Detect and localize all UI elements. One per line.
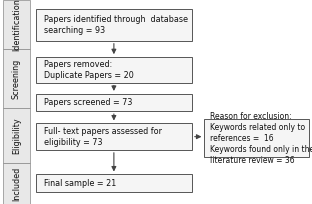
- Text: Papers screened = 73: Papers screened = 73: [44, 98, 132, 107]
- Bar: [3, 0, 30, 49]
- Bar: [36, 94, 192, 111]
- Text: Papers removed:
Duplicate Papers = 20: Papers removed: Duplicate Papers = 20: [44, 60, 134, 80]
- Bar: [3, 108, 30, 163]
- Bar: [36, 174, 192, 192]
- Text: Reason for exclusion:
Keywords related only to
references =  16
Keywords found o: Reason for exclusion: Keywords related o…: [210, 112, 312, 165]
- Bar: [36, 123, 192, 150]
- Text: Screening: Screening: [12, 58, 21, 99]
- Text: Included: Included: [12, 166, 21, 201]
- Text: Final sample = 21: Final sample = 21: [44, 178, 116, 188]
- Text: Eligibility: Eligibility: [12, 117, 21, 154]
- Text: Papers identified through  database
searching = 93: Papers identified through database searc…: [44, 15, 188, 35]
- Bar: [204, 119, 309, 157]
- Bar: [3, 163, 30, 204]
- Bar: [36, 9, 192, 41]
- Bar: [36, 57, 192, 83]
- Bar: [3, 49, 30, 108]
- Text: Identification: Identification: [12, 0, 21, 51]
- Text: Full- text papers assessed for
eligibility = 73: Full- text papers assessed for eligibili…: [44, 127, 162, 147]
